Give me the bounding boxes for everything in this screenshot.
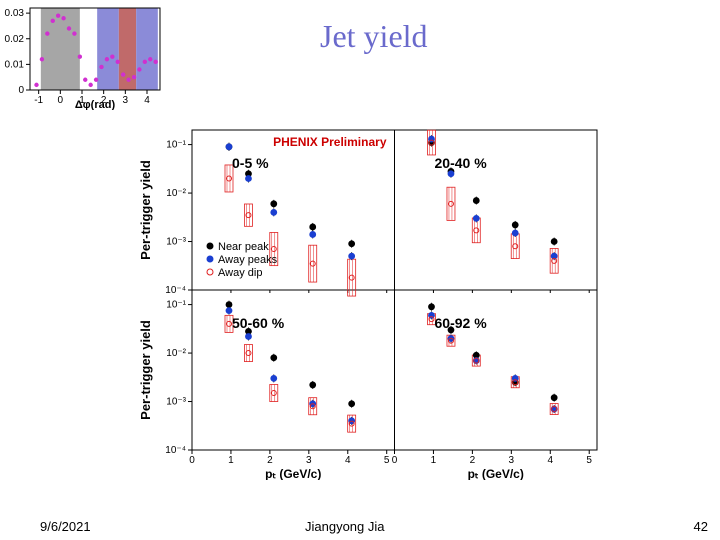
svg-text:pₜ (GeV/c): pₜ (GeV/c) (265, 467, 321, 480)
page-number: 42 (694, 519, 708, 534)
svg-text:5: 5 (586, 455, 592, 466)
svg-text:1: 1 (431, 455, 437, 466)
svg-text:5: 5 (384, 455, 390, 466)
svg-text:10⁻¹: 10⁻¹ (166, 140, 186, 151)
svg-text:3: 3 (509, 455, 515, 466)
svg-text:4: 4 (547, 455, 553, 466)
svg-text:10⁻⁴: 10⁻⁴ (165, 285, 186, 296)
svg-text:PHENIX Preliminary: PHENIX Preliminary (273, 135, 387, 149)
svg-text:10⁻³: 10⁻³ (166, 237, 186, 248)
svg-text:0-5 %: 0-5 % (232, 155, 269, 171)
svg-text:4: 4 (144, 95, 150, 106)
svg-text:1: 1 (228, 455, 234, 466)
svg-text:2: 2 (470, 455, 476, 466)
inset-chart: 00.010.020.03-101234Δφ(rad) (0, 0, 170, 110)
footer-author: Jiangyong Jia (305, 519, 385, 534)
svg-text:Away dip: Away dip (218, 267, 262, 279)
svg-text:Away peaks: Away peaks (218, 254, 278, 266)
svg-text:10⁻²: 10⁻² (166, 188, 186, 199)
svg-text:0.03: 0.03 (5, 8, 25, 19)
svg-text:10⁻³: 10⁻³ (166, 397, 186, 408)
svg-text:3: 3 (306, 455, 312, 466)
svg-text:0: 0 (392, 455, 398, 466)
svg-text:Near peak: Near peak (218, 241, 269, 253)
svg-text:10⁻²: 10⁻² (166, 348, 186, 359)
svg-text:10⁻¹: 10⁻¹ (166, 300, 186, 311)
svg-text:50-60 %: 50-60 % (232, 315, 285, 331)
main-chart-grid: 10⁻¹ 10⁻² 10⁻³ 10⁻⁴ Per-trigger yield 10⁻¹ 10⁻… (132, 120, 622, 480)
svg-text:0: 0 (18, 85, 24, 96)
svg-text:-1: -1 (34, 95, 43, 106)
svg-text:10⁻⁴: 10⁻⁴ (165, 445, 186, 456)
svg-text:0.01: 0.01 (5, 59, 25, 70)
svg-text:0.02: 0.02 (5, 34, 25, 45)
svg-text:Per-trigger yield: Per-trigger yield (138, 320, 153, 420)
svg-text:20-40 %: 20-40 % (435, 155, 488, 171)
footer-date: 9/6/2021 (40, 519, 91, 534)
svg-text:Δφ(rad): Δφ(rad) (75, 99, 116, 110)
svg-text:0: 0 (189, 455, 195, 466)
svg-text:3: 3 (123, 95, 129, 106)
svg-text:0: 0 (58, 95, 64, 106)
svg-text:2: 2 (267, 455, 273, 466)
slide-title: Jet yield (320, 18, 428, 55)
svg-text:pₜ (GeV/c): pₜ (GeV/c) (468, 467, 524, 480)
svg-text:60-92 %: 60-92 % (435, 315, 488, 331)
svg-text:4: 4 (345, 455, 351, 466)
svg-text:Per-trigger yield: Per-trigger yield (138, 160, 153, 260)
